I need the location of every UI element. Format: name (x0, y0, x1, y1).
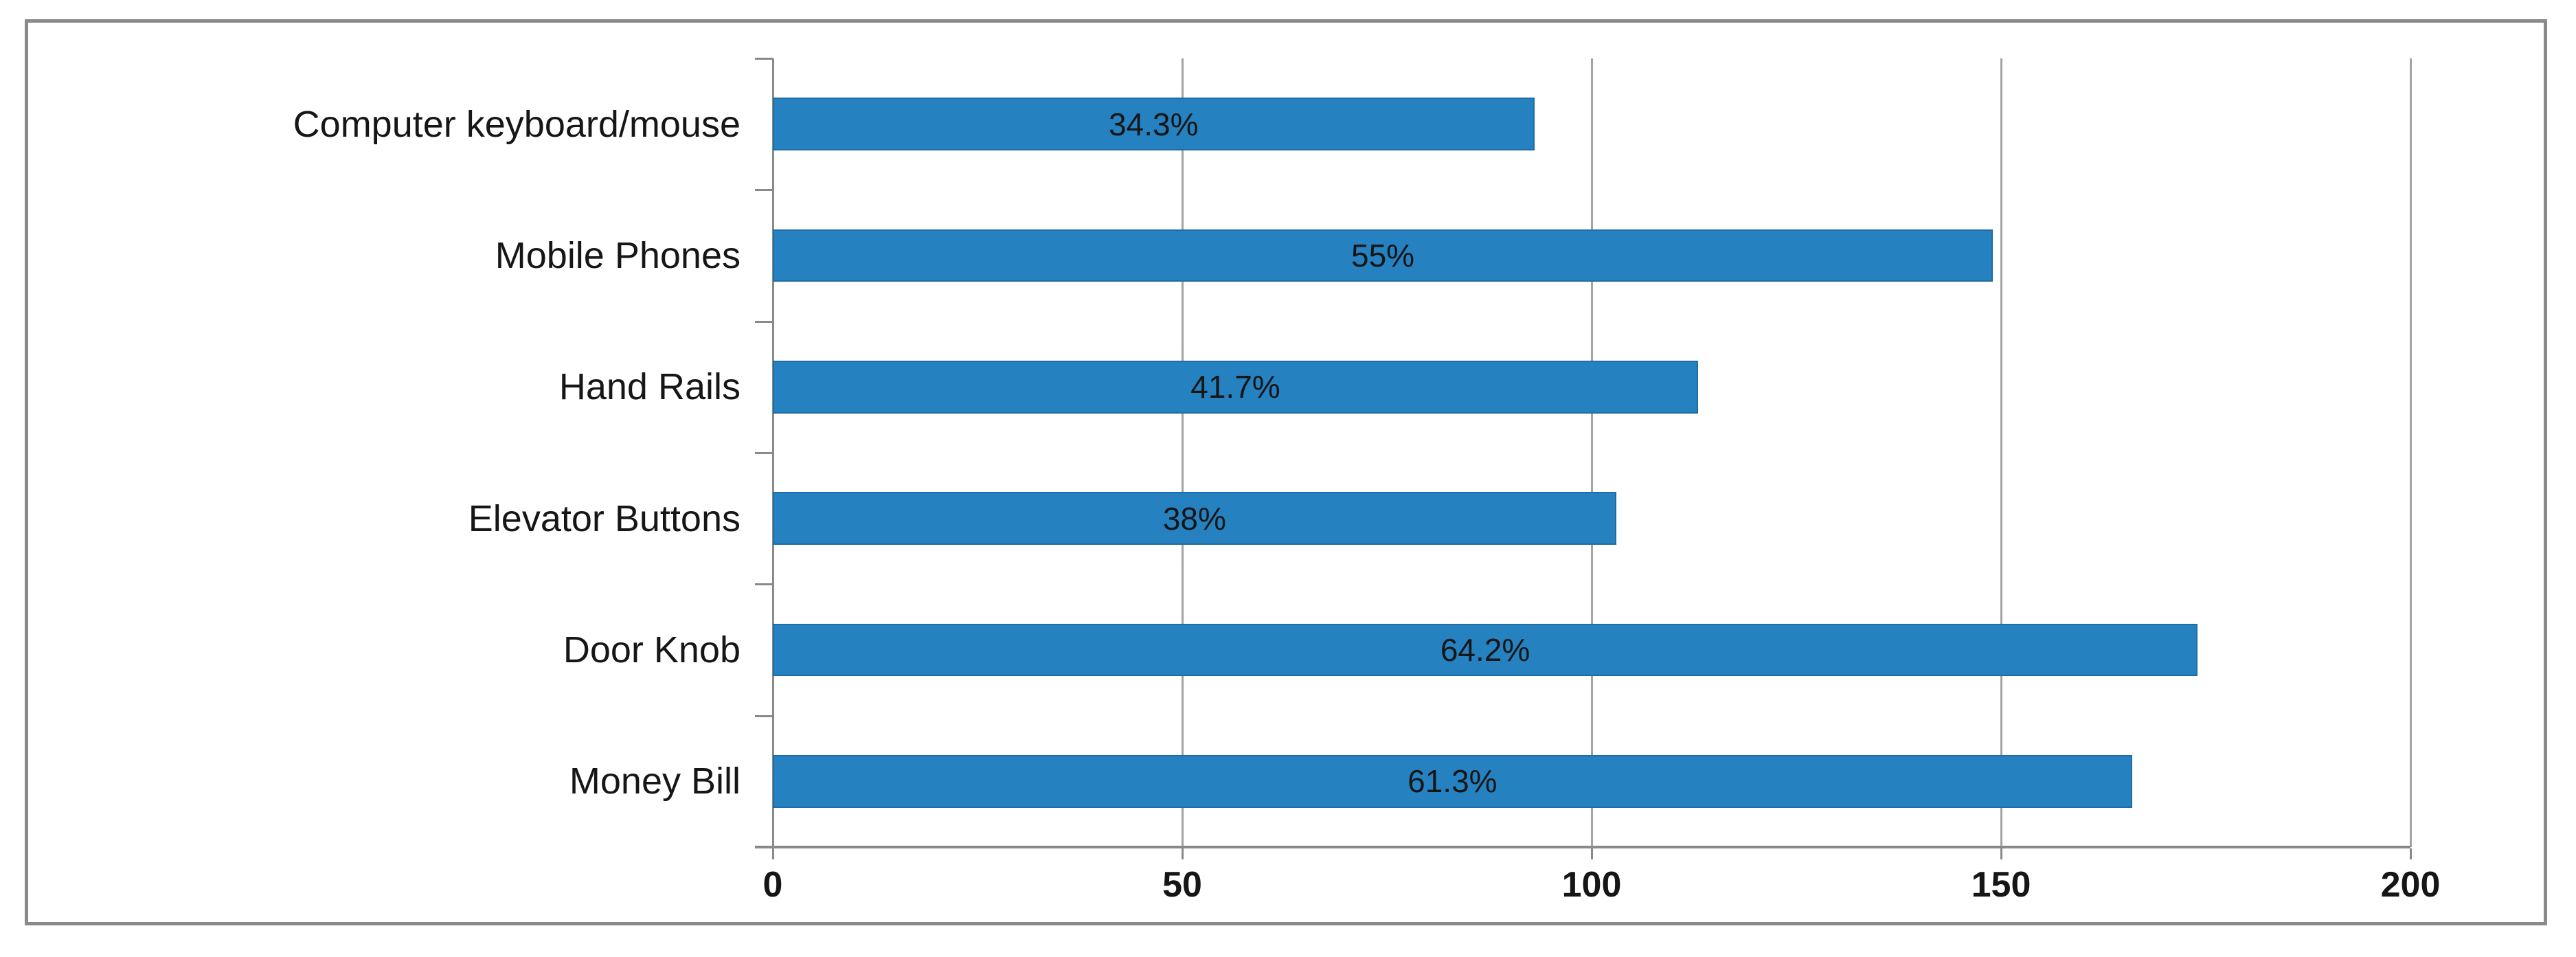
bar-1: 55% (773, 229, 1993, 282)
category-axis-labels: Computer keyboard/mouse Mobile Phones Hand… (55, 58, 741, 847)
x-gridline-150 (2000, 58, 2002, 847)
x-tick-label-0: 0 (762, 865, 783, 905)
category-label-3: Elevator Buttons (468, 497, 741, 539)
category-label-0: Computer keyboard/mouse (293, 103, 741, 145)
bar-4: 64.2% (773, 623, 2198, 677)
bar-0: 34.3% (773, 98, 1535, 150)
category-label-5: Money Bill (569, 761, 741, 802)
y-axis-tick-1 (755, 189, 773, 192)
x-tick-label-50: 50 (1162, 865, 1202, 905)
y-axis-tick-0 (755, 58, 773, 60)
x-axis-tick-150 (2000, 848, 2002, 859)
bar-value-label-4: 64.2% (1440, 631, 1530, 668)
x-gridline-100 (1591, 58, 1593, 847)
y-axis-tick-2 (755, 320, 773, 323)
bar-value-label-0: 34.3% (1109, 106, 1199, 142)
x-axis-tick-200 (2410, 848, 2412, 859)
x-gridline-50 (1182, 58, 1184, 847)
y-axis-tick-5 (755, 714, 773, 717)
bar-3: 38% (773, 492, 1616, 545)
y-axis-line (772, 58, 774, 858)
x-axis-line (755, 846, 2410, 848)
x-gridline-200 (2410, 58, 2412, 847)
y-axis-tick-3 (755, 452, 773, 454)
plot-area: 34.3% 55% 41.7% 38% 64.2% 61.3% (755, 58, 2412, 859)
x-tick-label-150: 150 (1971, 865, 2031, 905)
bar-value-label-3: 38% (1162, 500, 1226, 537)
bar-5: 61.3% (773, 755, 2132, 808)
x-axis-tick-100 (1591, 848, 1593, 859)
x-axis-tick-50 (1182, 848, 1184, 859)
bar-value-label-2: 41.7% (1190, 369, 1280, 405)
category-label-4: Door Knob (563, 629, 741, 671)
category-label-2: Hand Rails (558, 366, 741, 408)
y-axis-tick-4 (755, 583, 773, 586)
x-tick-label-100: 100 (1561, 865, 1622, 905)
category-label-1: Mobile Phones (495, 234, 741, 276)
x-tick-label-200: 200 (2380, 865, 2441, 905)
bar-value-label-5: 61.3% (1408, 763, 1498, 800)
value-axis-tick-labels: 0 50 100 150 200 (763, 864, 2441, 919)
bar-2: 41.7% (773, 361, 1698, 414)
bar-value-label-1: 55% (1351, 237, 1415, 273)
